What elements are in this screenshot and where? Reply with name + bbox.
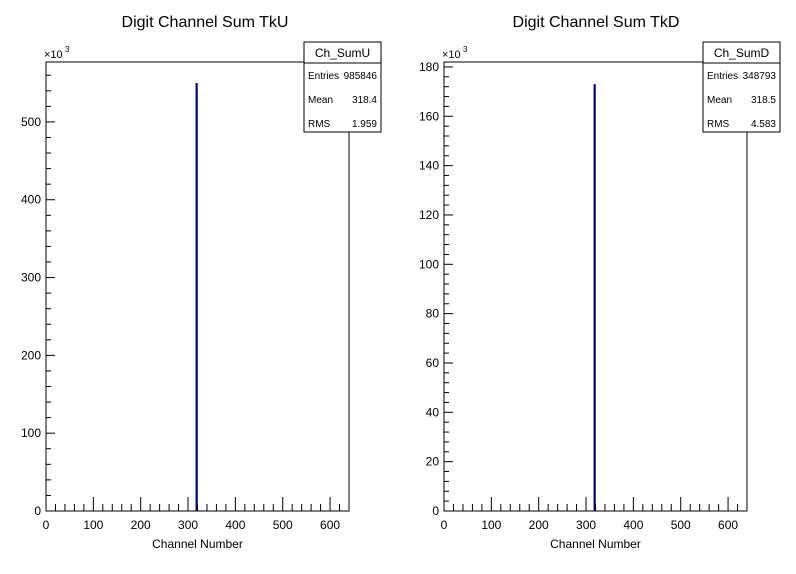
x-tick-label: 300 — [178, 518, 198, 532]
y-tick-label: 0 — [34, 504, 41, 518]
y-tick-label: 120 — [419, 208, 439, 222]
y-tick-label: 80 — [426, 307, 440, 321]
y-tick-label: 160 — [419, 109, 439, 123]
y-tick-label: 300 — [21, 271, 41, 285]
x-tick-label: 0 — [441, 518, 448, 532]
x-tick-label: 600 — [320, 518, 340, 532]
x-tick-label: 200 — [131, 518, 151, 532]
y-exponent-label: ×10 — [442, 49, 461, 61]
y-tick-label: 140 — [419, 159, 439, 173]
chart-title: Digit Channel Sum TkU — [122, 14, 289, 31]
x-tick-label: 0 — [43, 518, 50, 532]
stats-label: Mean — [707, 95, 732, 106]
x-tick-label: 300 — [576, 518, 596, 532]
y-tick-label: 400 — [21, 193, 41, 207]
stats-box: Ch_SumD Entries 348793 Mean 318.5 RMS 4.583 — [702, 41, 781, 133]
y-tick-label: 40 — [426, 405, 440, 419]
stats-box: Ch_SumU Entries 985846 Mean 318.4 RMS 1.959 — [303, 41, 382, 133]
x-tick-label: 500 — [273, 518, 293, 532]
y-tick-label: 100 — [419, 257, 439, 271]
stats-value: 1.959 — [352, 119, 377, 130]
stats-label: RMS — [308, 119, 331, 130]
y-tick-label: 100 — [21, 426, 41, 440]
x-axis-label: Channel Number — [550, 537, 641, 551]
x-tick-label: 200 — [529, 518, 549, 532]
histogram-bin — [195, 83, 198, 511]
stats-value: 4.583 — [751, 119, 776, 130]
y-tick-label: 0 — [432, 504, 439, 518]
stats-value: 318.5 — [751, 95, 776, 106]
stats-label: Entries — [707, 71, 738, 82]
x-axis-label: Channel Number — [152, 537, 243, 551]
y-exponent-power: 3 — [463, 45, 468, 54]
stats-value: 348793 — [743, 71, 777, 82]
stats-label: Entries — [308, 71, 339, 82]
histogram-bin — [593, 84, 596, 511]
stats-box-name: Ch_SumD — [714, 46, 770, 60]
y-exponent-power: 3 — [65, 45, 70, 54]
y-tick-label: 180 — [419, 60, 439, 74]
y-tick-label: 20 — [426, 455, 440, 469]
y-tick-label: 60 — [426, 356, 440, 370]
stats-box-frame — [303, 41, 382, 133]
chart-title: Digit Channel Sum TkD — [513, 14, 680, 31]
stats-label: RMS — [707, 119, 730, 130]
y-tick-label: 200 — [21, 348, 41, 362]
stats-box-name: Ch_SumU — [315, 46, 370, 60]
y-tick-label: 500 — [21, 115, 41, 129]
stats-label: Mean — [308, 95, 333, 106]
x-tick-label: 400 — [225, 518, 245, 532]
stats-value: 318.4 — [352, 95, 377, 106]
y-exponent-label: ×10 — [44, 49, 63, 61]
x-tick-label: 500 — [671, 518, 691, 532]
x-tick-label: 100 — [481, 518, 501, 532]
stats-box-frame — [702, 41, 781, 133]
x-tick-label: 600 — [718, 518, 738, 532]
x-tick-label: 100 — [83, 518, 103, 532]
stats-value: 985846 — [344, 71, 378, 82]
histogram-panel-1: Digit Channel Sum TkU 0 100 200 300 400 500 600… — [21, 14, 382, 551]
x-tick-label: 400 — [623, 518, 643, 532]
